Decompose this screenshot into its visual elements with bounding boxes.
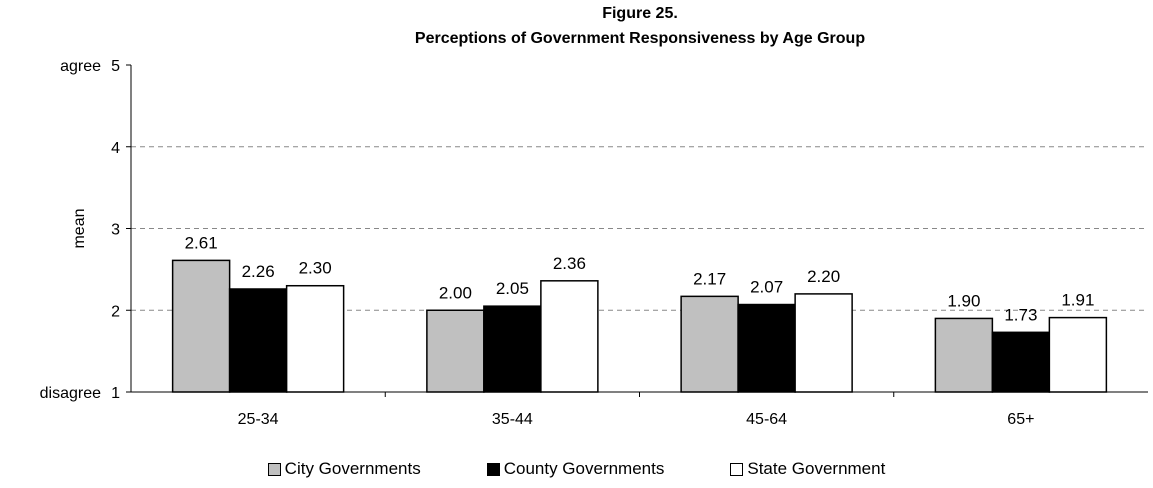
bar xyxy=(228,288,288,393)
y-end-label: disagree xyxy=(40,385,101,402)
y-tick-label: 2 xyxy=(111,303,120,320)
chart-title-line1: Figure 25. xyxy=(602,5,678,22)
legend-swatch-county xyxy=(486,462,500,476)
legend-item-county: County Governments xyxy=(445,457,665,481)
legend-item-state: State Government xyxy=(688,457,885,481)
x-tick-label: 65+ xyxy=(1007,411,1034,428)
data-label: 2.07 xyxy=(750,278,783,297)
bar-chart: 1 disagree 2 3 4 5 agree mean 2.61 2.26 2.30 25-34 2… xyxy=(40,58,1148,428)
bar xyxy=(991,331,1051,393)
legend-label-city: City Governments xyxy=(284,459,421,478)
data-label: 2.30 xyxy=(299,259,332,278)
data-label: 1.90 xyxy=(947,291,980,310)
legend: City Governments County Governments Stat… xyxy=(0,457,1153,481)
bar xyxy=(934,317,994,393)
bar xyxy=(171,259,231,393)
y-tick-label: 5 xyxy=(111,58,120,75)
legend-swatch-state xyxy=(730,462,744,476)
data-label: 2.20 xyxy=(807,267,840,286)
x-tick-label: 45-64 xyxy=(746,411,787,428)
legend-label-county: County Governments xyxy=(503,459,665,478)
y-end-label: agree xyxy=(60,58,101,75)
data-label: 2.61 xyxy=(185,233,218,252)
bar xyxy=(680,295,739,393)
legend-swatch-city xyxy=(267,462,281,476)
y-tick-label: 3 xyxy=(111,222,120,239)
legend-label-state: State Government xyxy=(747,459,886,478)
bar xyxy=(285,284,345,393)
bar xyxy=(794,293,853,393)
y-tick-label: 1 xyxy=(111,385,120,402)
y-tick-label: 4 xyxy=(111,140,120,157)
data-label: 2.26 xyxy=(242,262,275,281)
chart-title-line2: Perceptions of Government Responsiveness… xyxy=(414,30,866,47)
data-label: 1.73 xyxy=(1004,305,1037,324)
bar xyxy=(483,305,542,393)
bar xyxy=(1048,316,1108,393)
data-label: 2.05 xyxy=(496,279,529,298)
y-axis-title: mean xyxy=(71,208,88,248)
data-label: 1.91 xyxy=(1061,291,1094,310)
data-label: 2.36 xyxy=(553,254,586,273)
bar xyxy=(540,280,599,393)
legend-item-city: City Governments xyxy=(267,457,421,481)
bar xyxy=(737,303,796,393)
data-label: 2.17 xyxy=(693,269,726,288)
x-tick-label: 25-34 xyxy=(238,411,279,428)
x-tick-label: 35-44 xyxy=(492,411,533,428)
data-label: 2.00 xyxy=(439,283,472,302)
bar xyxy=(426,309,485,393)
